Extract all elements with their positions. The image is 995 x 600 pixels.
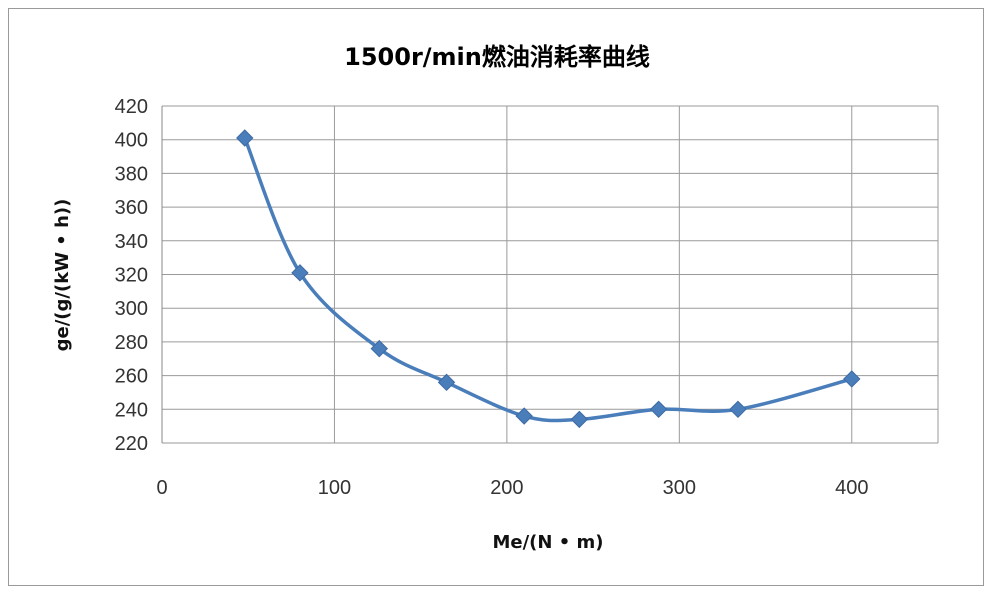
y-tick-label: 240	[115, 399, 148, 421]
data-point-marker	[291, 264, 309, 282]
x-tick-label: 300	[663, 477, 696, 499]
y-tick-label: 420	[115, 96, 148, 118]
y-tick-label: 220	[115, 433, 148, 455]
data-point-marker	[437, 373, 456, 392]
y-tick-label: 400	[115, 130, 148, 152]
x-tick-label: 400	[835, 477, 868, 499]
data-point-marker	[236, 129, 254, 147]
x-tick-label: 0	[156, 477, 167, 499]
data-point-marker	[649, 400, 668, 419]
y-tick-label: 340	[115, 231, 148, 253]
x-axis-label: Me/(N • m)	[492, 532, 603, 553]
y-tick-label: 300	[115, 298, 148, 320]
y-tick-label: 280	[115, 332, 148, 354]
data-point-marker	[729, 400, 747, 419]
x-tick-label: 200	[490, 477, 523, 499]
chart-frame	[8, 8, 984, 586]
series-line	[243, 136, 854, 423]
y-tick-label: 320	[115, 265, 148, 287]
data-point-marker	[370, 339, 388, 358]
x-tick-label: 100	[318, 477, 351, 499]
y-tick-label: 260	[115, 366, 148, 388]
data-markers	[236, 129, 861, 429]
chart-title: 1500r/min燃油消耗率曲线	[344, 43, 650, 71]
y-axis-label: ge/(g/(kW • h))	[52, 199, 73, 352]
grid	[161, 105, 939, 444]
data-point-marker	[570, 410, 589, 429]
y-tick-label: 360	[115, 197, 148, 219]
data-point-marker	[843, 370, 861, 388]
y-tick-label: 380	[115, 163, 148, 185]
x-axis-ticks: 0 100 200 300 400	[156, 477, 868, 499]
data-point-marker	[515, 407, 533, 425]
y-axis-ticks: 220 240 260 280 300 320 340 360 380 400 420	[115, 96, 148, 455]
